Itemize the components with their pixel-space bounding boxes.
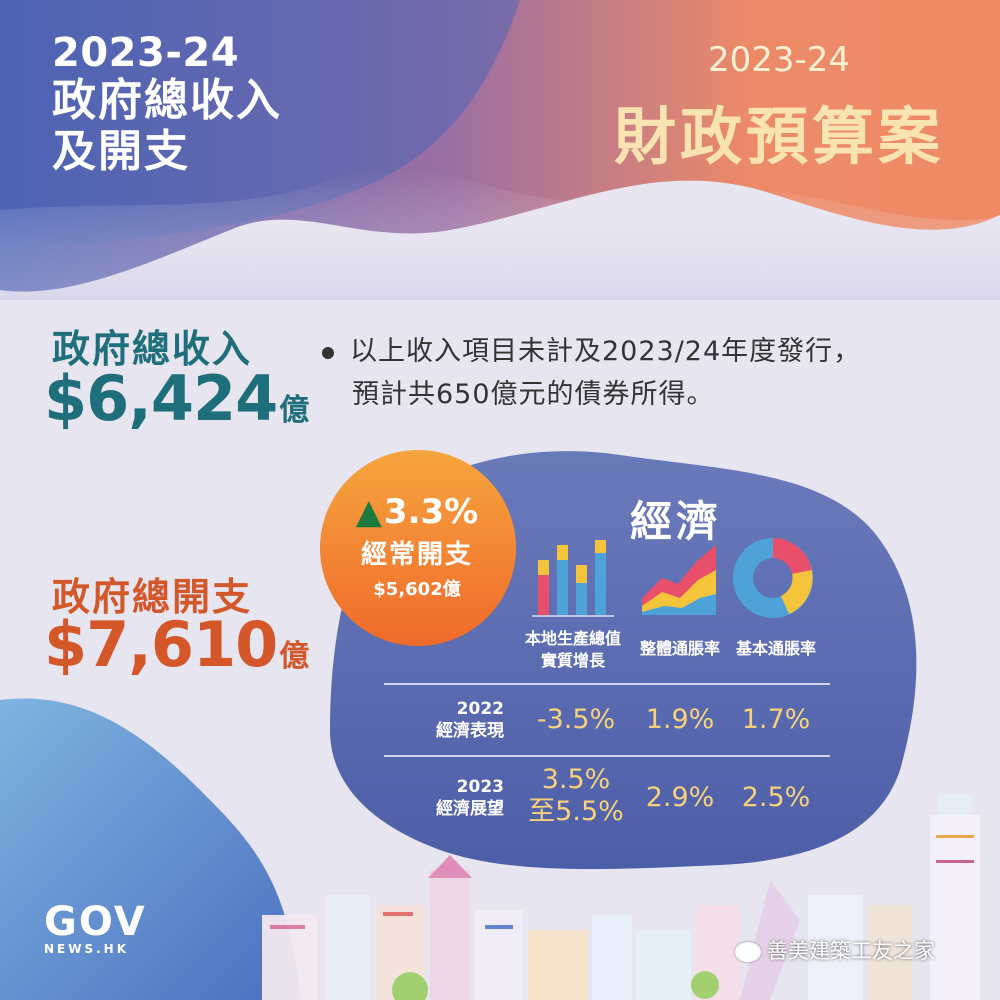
expenditure-amount-unit: 億	[279, 639, 310, 674]
left-title-year: 2023-24	[52, 30, 240, 76]
revenue-label: 政府總收入	[52, 327, 253, 371]
row-2023-text: 經濟展望	[436, 799, 504, 820]
gdp-2023-value-low: 3.5%	[541, 764, 611, 795]
revenue-amount-unit: 億	[279, 393, 310, 428]
revenue-amount: $6,424億	[44, 362, 309, 435]
left-title-block: 2023-24 政府總收入 及開支	[52, 30, 282, 177]
table-divider	[384, 683, 830, 685]
underlying-inflation-2022-value: 1.7%	[741, 704, 811, 735]
headline-inflation-2023-value: 2.9%	[645, 782, 715, 813]
gdp-2023-value-high: 至5.5%	[528, 796, 624, 828]
headline-inflation-2022-value: 1.9%	[645, 704, 715, 735]
expenditure-label: 政府總開支	[52, 575, 253, 619]
indicator-underlying-inflation-label: 基本通脹率	[735, 639, 816, 658]
row-2022-label: 2022 經濟表現	[400, 698, 504, 742]
recurrent-amount: $5,602億	[373, 579, 461, 600]
economy-title: 經濟	[630, 497, 723, 546]
right-title-year: 2023-24	[707, 40, 851, 80]
indicator-gdp-line2: 實質增長	[540, 650, 605, 670]
left-title-line1: 政府總收入	[52, 75, 282, 126]
up-arrow-icon: ▲	[355, 492, 382, 532]
row-2023-year: 2023	[456, 777, 504, 797]
bar-chart-icon	[532, 540, 614, 617]
gdp-2022-value: -3.5%	[536, 704, 616, 735]
row-2023-label: 2023 經濟展望	[400, 776, 504, 820]
logo-line2: NEWS.HK	[44, 942, 130, 956]
revenue-note: 以上收入項目未計及2023/24年度發行， 預計共650億元的債券所得。	[322, 330, 861, 416]
area-chart-icon	[642, 545, 716, 615]
bullet-icon	[322, 346, 334, 359]
indicator-gdp-line1: 本地生產總值	[524, 629, 621, 648]
right-title-block: 2023-24 財政預算案	[614, 40, 944, 176]
gdp-2023-value: 3.5% 至5.5%	[516, 764, 636, 829]
recurrent-expenditure-bubble: ▲3.3% 經常開支 $5,602億	[322, 492, 512, 601]
left-title-line2: 及開支	[52, 125, 190, 177]
recurrent-label: 經常開支	[360, 540, 473, 570]
row-2022-text: 經濟表現	[436, 721, 504, 742]
row-2022-year: 2022	[456, 699, 504, 719]
indicator-gdp-label: 本地生產總值 實質增長	[508, 628, 638, 671]
recurrent-percent-value: 3.3%	[383, 492, 479, 532]
city-skyline	[262, 795, 980, 1000]
expenditure-amount-number: $7,610	[44, 608, 278, 681]
watermark: 善美建築工友之家	[735, 935, 935, 965]
note-line2: 預計共650億元的債券所得。	[352, 379, 715, 411]
budget-title: 財政預算案	[613, 100, 944, 173]
expenditure-amount: $7,610億	[44, 608, 309, 681]
donut-chart-icon	[733, 538, 813, 618]
logo-line1: GOV	[44, 899, 147, 945]
table-divider	[384, 755, 830, 757]
watermark-text: 善美建築工友之家	[767, 939, 935, 963]
note-line1: 以上收入項目未計及2023/24年度發行，	[350, 336, 862, 367]
underlying-inflation-2023-value: 2.5%	[741, 782, 811, 813]
revenue-amount-number: $6,424	[44, 362, 278, 435]
wechat-icon	[735, 942, 761, 962]
govnews-logo: GOV NEWS.HK	[44, 902, 147, 956]
recurrent-percent: ▲3.3%	[322, 492, 512, 532]
indicator-headline-inflation-label: 整體通脹率	[639, 639, 720, 658]
